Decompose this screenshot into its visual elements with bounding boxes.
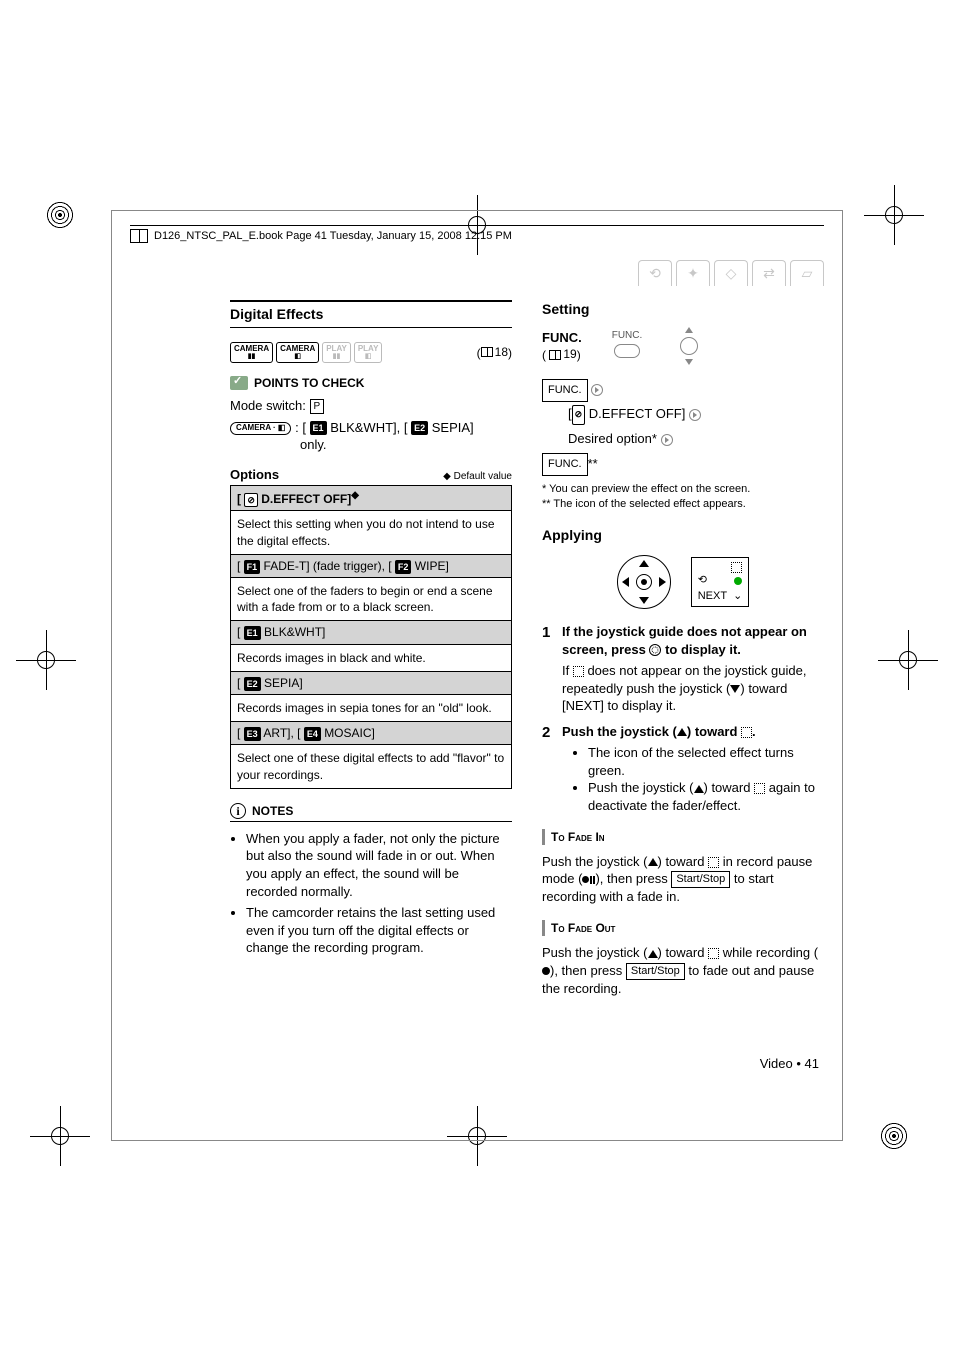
tab-icon: ◇ — [714, 260, 748, 286]
fade-out-header: To Fade Out — [542, 920, 824, 936]
mode-play-photo: PLAY◧ — [354, 342, 383, 363]
tab-icon: ⟲ — [638, 260, 672, 286]
notes-list: When you apply a fader, not only the pic… — [230, 830, 512, 957]
step-item: If the joystick guide does not appear on… — [542, 623, 824, 715]
info-icon: i — [230, 803, 246, 819]
func-sequence: FUNC. [⊘ D.EFFECT OFF] Desired option* F… — [542, 378, 824, 477]
camera-effects-line: CAMERA · ◧ : [ E1 BLK&WHT], [ E2 SEPIA] — [230, 419, 512, 437]
mode-indicators: CAMERA▮▮ CAMERA◧ PLAY▮▮ PLAY◧ ( 18) — [230, 342, 512, 363]
up-triangle-icon — [677, 728, 687, 736]
steps-list: If the joystick guide does not appear on… — [542, 623, 824, 814]
effect-icon — [741, 727, 752, 738]
print-mark — [26, 640, 66, 680]
up-triangle-icon — [648, 950, 658, 958]
right-column: Setting FUNC. ( 19) FUNC. FUNC. [⊘ D.EFF… — [542, 300, 824, 1091]
effect-icon — [708, 857, 719, 868]
option-body: Select this setting when you do not inte… — [231, 511, 511, 554]
option-header: [ E2 SEPIA] — [231, 672, 511, 695]
option-header: [ F1 FADE-T] (fade trigger), [ F2 WIPE] — [231, 555, 511, 578]
func-block: FUNC. ( 19) — [542, 329, 582, 364]
mode-switch-line: Mode switch: P — [230, 397, 512, 415]
arrow-icon — [689, 409, 701, 421]
down-triangle-icon — [730, 685, 740, 693]
option-header: [ E1 BLK&WHT] — [231, 621, 511, 644]
arrow-icon — [661, 434, 673, 446]
effect-icon — [573, 666, 584, 677]
page-ref-icon — [481, 347, 493, 357]
option-body: Records images in sepia tones for an "ol… — [231, 695, 511, 722]
footnotes: * You can preview the effect on the scre… — [542, 482, 824, 512]
sub-bullet: The icon of the selected effect turns gr… — [588, 744, 824, 779]
record-pause-icon — [582, 876, 595, 884]
start-stop-button: Start/Stop — [671, 871, 730, 888]
option-header: [ E3 ART], [ E4 MOSAIC] — [231, 722, 511, 745]
func-button-graphic — [614, 344, 640, 358]
up-triangle-icon — [694, 785, 704, 793]
func-small-label: FUNC. — [612, 329, 643, 343]
camera-only: only. — [230, 436, 512, 454]
print-mark — [40, 195, 80, 235]
mode-camera-photo: CAMERA◧ — [276, 342, 319, 363]
page-header: D126_NTSC_PAL_E.book Page 41 Tuesday, Ja… — [130, 225, 824, 243]
option-body: Select one of the faders to begin or end… — [231, 578, 511, 621]
arrow-icon — [591, 384, 603, 396]
mode-camera-video: CAMERA▮▮ — [230, 342, 273, 363]
joystick-icon — [617, 555, 671, 609]
note-item: The camcorder retains the last setting u… — [246, 904, 512, 957]
section-title: Digital Effects — [230, 300, 512, 328]
step-item: Push the joystick () toward . The icon o… — [542, 723, 824, 815]
option-header: [ ⊘ D.EFFECT OFF]◆ — [231, 486, 511, 511]
left-column: Digital Effects CAMERA▮▮ CAMERA◧ PLAY▮▮ … — [230, 300, 512, 1091]
top-tabs: ⟲ ✦ ◇ ⇄ ▱ — [638, 260, 824, 286]
start-stop-button: Start/Stop — [626, 963, 685, 980]
option-body: Records images in black and white. — [231, 645, 511, 672]
effect-icon — [708, 948, 719, 959]
print-mark — [40, 1116, 80, 1156]
book-icon — [130, 229, 148, 243]
print-mark — [888, 640, 928, 680]
print-mark — [874, 1116, 914, 1156]
setting-title: Setting — [542, 300, 824, 319]
header-text: D126_NTSC_PAL_E.book Page 41 Tuesday, Ja… — [154, 230, 512, 242]
tab-icon: ✦ — [676, 260, 710, 286]
fade-in-body: Push the joystick () toward in record pa… — [542, 853, 824, 906]
option-body: Select one of these digital effects to a… — [231, 745, 511, 787]
joystick-diagram: ⟲ NEXT⌄ — [542, 555, 824, 609]
check-icon — [230, 376, 248, 390]
joystick-guide-box: ⟲ NEXT⌄ — [691, 557, 750, 607]
notes-header: i NOTES — [230, 803, 512, 822]
effect-icon — [754, 783, 765, 794]
joystick-small-icon — [672, 329, 706, 363]
page-ref-icon — [549, 350, 561, 360]
up-triangle-icon — [648, 858, 658, 866]
options-table: [ ⊘ D.EFFECT OFF]◆ Select this setting w… — [230, 485, 512, 788]
tab-icon: ⇄ — [752, 260, 786, 286]
set-icon — [649, 644, 661, 656]
applying-title: Applying — [542, 526, 824, 545]
page-footer: Video • 41 — [760, 1056, 819, 1071]
options-header: Options ◆ Default value — [230, 466, 512, 484]
mode-play-video: PLAY▮▮ — [322, 342, 351, 363]
tab-icon: ▱ — [790, 260, 824, 286]
fade-in-header: To Fade In — [542, 829, 824, 845]
print-mark — [874, 195, 914, 235]
fade-out-body: Push the joystick () toward while record… — [542, 944, 824, 997]
note-item: When you apply a fader, not only the pic… — [246, 830, 512, 900]
sub-bullet: Push the joystick () toward again to dea… — [588, 779, 824, 814]
points-to-check-header: POINTS TO CHECK — [230, 375, 512, 391]
record-icon — [542, 967, 550, 975]
